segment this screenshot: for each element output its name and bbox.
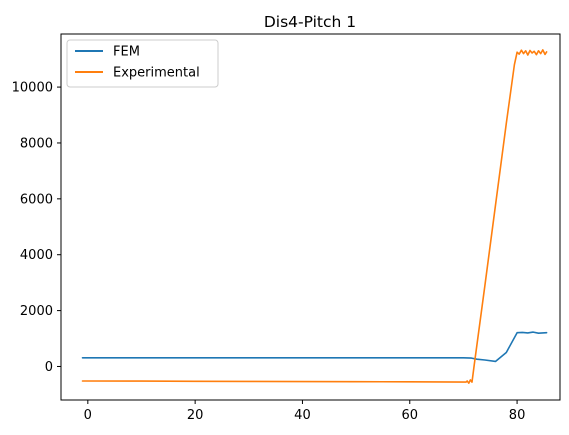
x-tick-label: 80 [509, 408, 526, 423]
y-axis: 0 2000 4000 6000 8000 10000 [12, 81, 61, 375]
legend: FEM Experimental [66, 39, 219, 88]
legend-box [66, 39, 219, 88]
legend-label: FEM [113, 45, 140, 60]
y-tick-label: 0 [45, 360, 53, 375]
x-tick-label: 60 [401, 408, 418, 423]
x-tick-label: 40 [294, 408, 311, 423]
y-tick-label: 2000 [20, 304, 53, 319]
y-tick-label: 10000 [12, 81, 53, 96]
legend-label: Experimental [113, 66, 200, 81]
plot-area [60, 33, 561, 401]
series-layer [81, 49, 548, 385]
y-tick-label: 6000 [20, 192, 53, 207]
y-tick-label: 8000 [20, 136, 53, 151]
series-line-experimental [81, 49, 548, 385]
y-tick-label: 4000 [20, 248, 53, 263]
series-line-fem [81, 331, 548, 363]
x-tick-label: 0 [84, 408, 92, 423]
x-tick-label: 20 [187, 408, 204, 423]
chart-title: Dis4-Pitch 1 [264, 13, 356, 31]
x-axis: 0 20 40 60 80 [84, 400, 526, 423]
